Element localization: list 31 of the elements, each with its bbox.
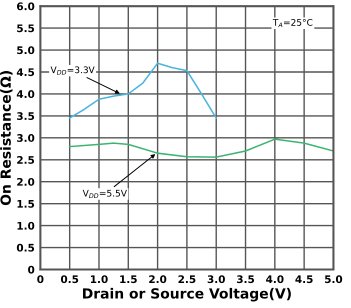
y-tick-label: 1.5 [18,200,34,208]
x-tick-label: 0.5 [60,275,78,284]
y-tick-label: 3.5 [17,112,34,120]
x-tick-label: 0 [37,275,44,284]
annotation: V$_{DD}$=3.3V [50,66,95,75]
x-tick-label: 4.0 [266,275,284,284]
y-tick-label: 4.5 [16,68,34,76]
y-tick-label: 6.0 [17,2,34,10]
line-series [68,138,334,158]
x-tick-label: 5.0 [325,275,342,284]
y-tick-label: 2.0 [17,178,34,186]
y-tick-label: 0 [28,266,34,274]
y-tick-label: 0.5 [16,244,34,252]
y-tick-label: 5.5 [17,24,34,32]
y-tick-label: 2.5 [17,156,34,164]
y-tick-label: 4.0 [16,90,34,98]
y-tick-label: 3.0 [17,134,34,142]
line-series [68,62,217,119]
annotation: V$_{DD}$=5.5V [82,190,127,198]
x-tick-label: 1.0 [90,275,108,284]
annotation: T$_{A}$=25°C [272,18,312,28]
x-axis-title: Drain or Source Voltage(V) [83,288,291,302]
x-tick-label: 2.0 [149,275,166,284]
x-tick-label: 3.0 [208,275,225,284]
y-axis-title: On Resistance(Ω) [0,71,13,206]
x-tick-label: 3.5 [236,275,254,284]
x-tick-label: 2.5 [178,275,196,284]
x-tick-label: 1.5 [120,275,137,284]
y-tick-label: 5.0 [17,46,34,54]
x-tick-label: 4.5 [295,275,313,284]
y-tick-label: 1.0 [18,222,34,230]
